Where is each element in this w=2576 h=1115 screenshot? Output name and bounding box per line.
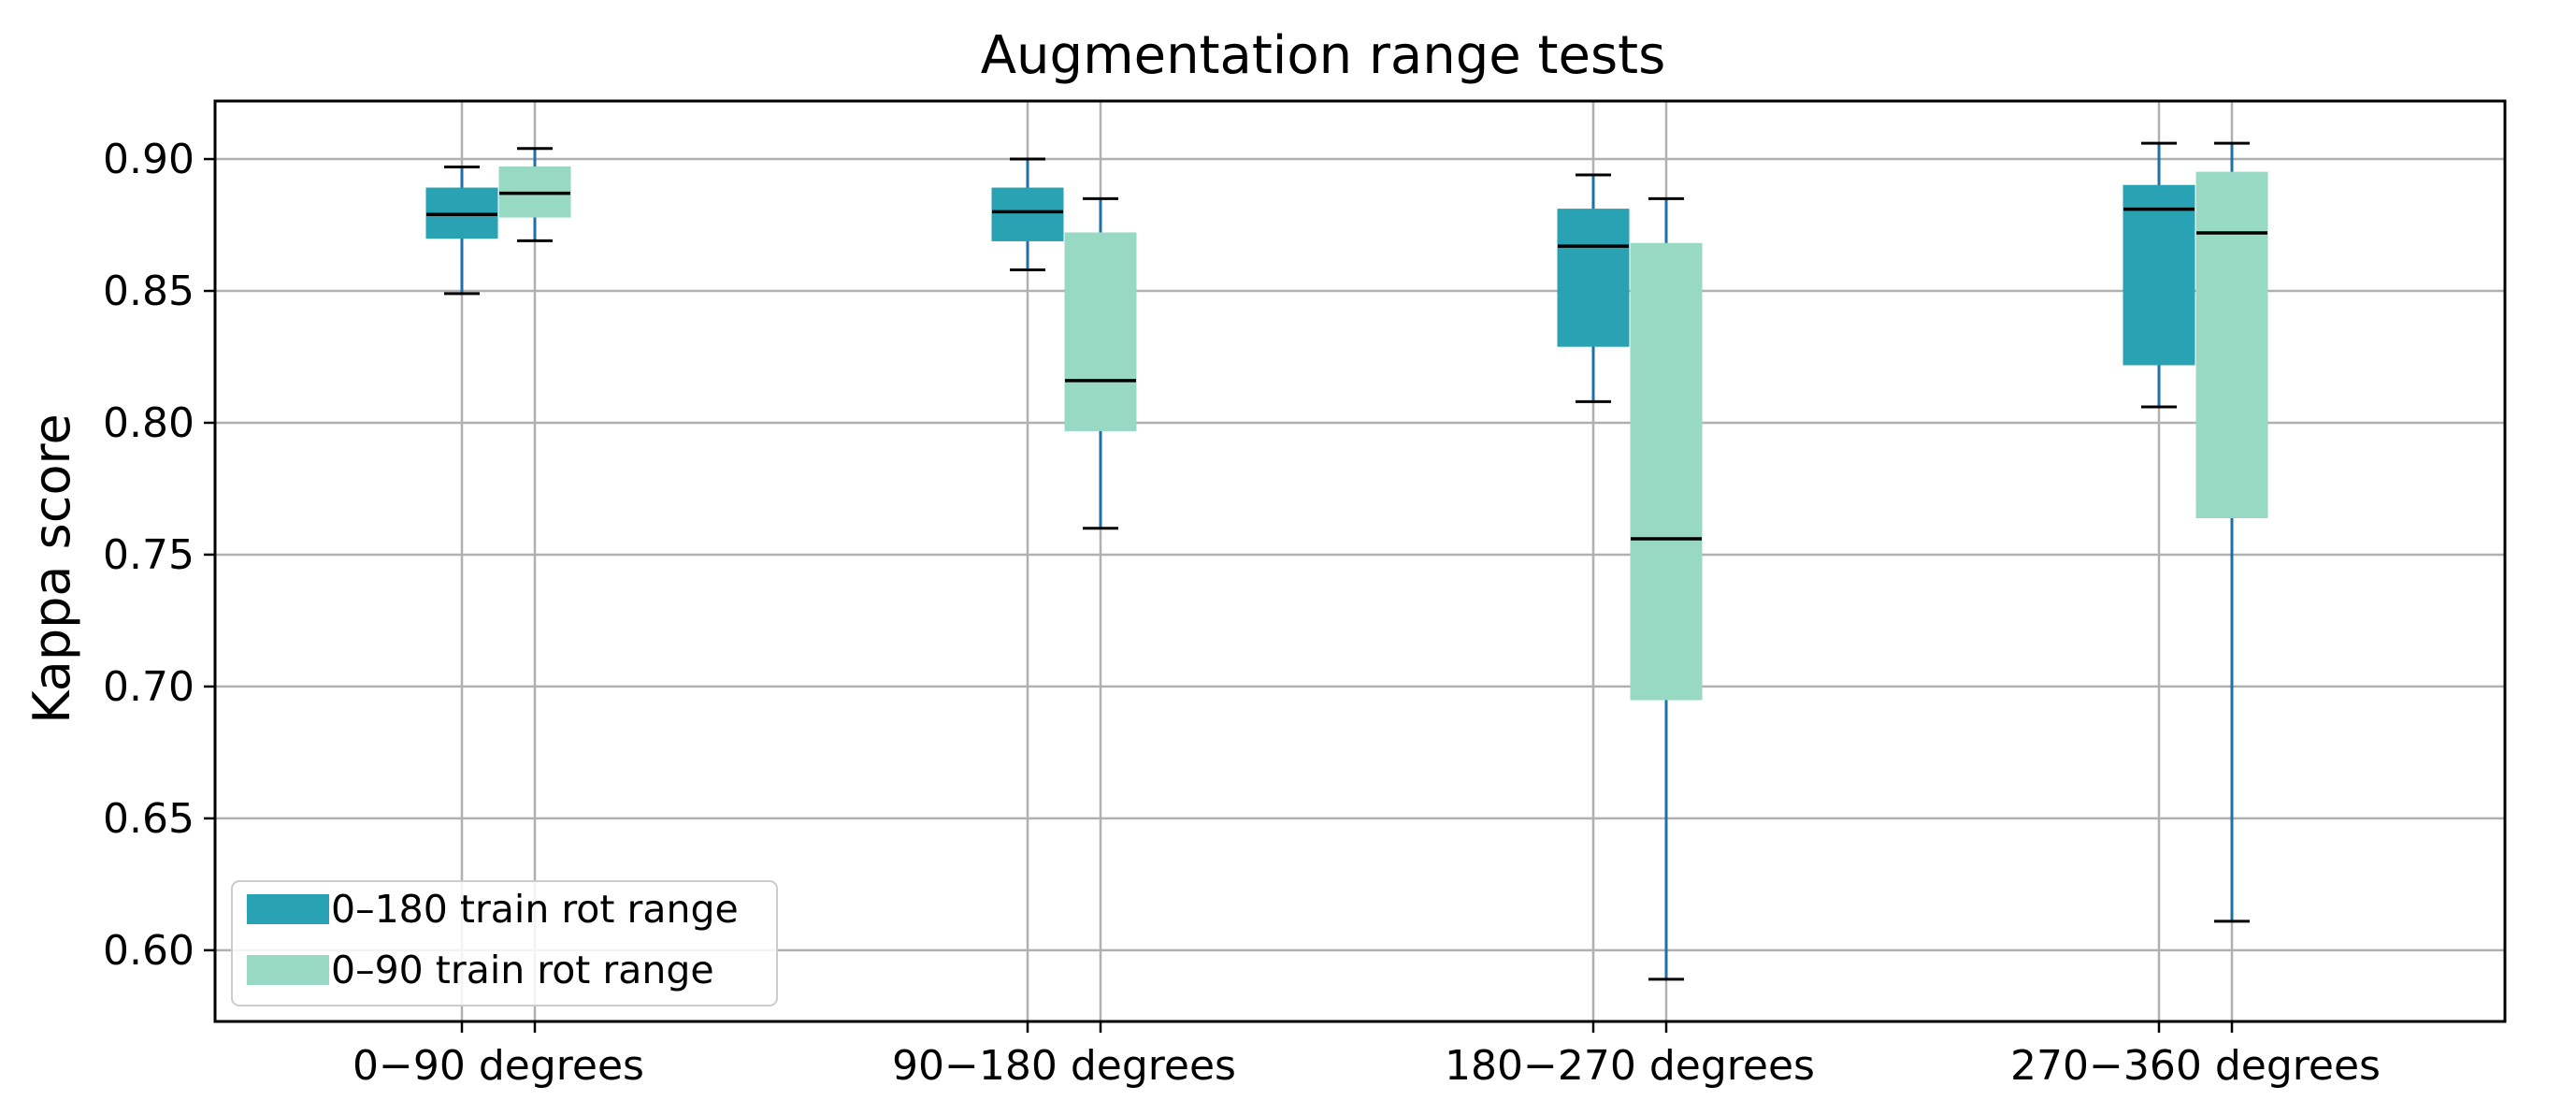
- y-axis-ticks: 0.60 0.65 0.70 0.75 0.80 0.85 0.90: [103, 136, 215, 975]
- x-tick-label: 180−270 degrees: [1445, 1042, 1815, 1090]
- y-tick-label: 0.65: [103, 795, 194, 843]
- legend-swatch-0-180: [247, 894, 329, 924]
- legend-frame: [231, 880, 778, 1006]
- box-iqr: [1630, 242, 1703, 701]
- box-1-2: [1630, 196, 1703, 981]
- y-tick-label: 0.60: [103, 927, 194, 975]
- box-1-1: [1064, 196, 1137, 530]
- legend: 0–180 train rot range 0–90 train rot ran…: [231, 880, 778, 1006]
- boxes: [425, 141, 2268, 981]
- chart-title: Augmentation range tests: [981, 25, 1666, 86]
- y-tick-label: 0.80: [103, 399, 194, 447]
- legend-swatch-0-90: [247, 955, 329, 985]
- box-1-0: [498, 147, 571, 242]
- y-axis-title: Kappa score: [22, 413, 81, 723]
- plot-area-frame: [213, 99, 2507, 1023]
- box-iqr: [2123, 184, 2195, 366]
- box-0-3: [2123, 141, 2195, 409]
- x-axis-ticks: 0−90 degrees 90−180 degrees 180−270 degree…: [353, 1021, 2381, 1090]
- box-iqr: [2195, 171, 2268, 518]
- box-0-2: [1557, 173, 1630, 403]
- box-iqr: [991, 187, 1064, 241]
- box-0-0: [425, 165, 498, 296]
- legend-label-0-180: 0–180 train rot range: [331, 887, 739, 932]
- box-1-3: [2195, 141, 2268, 923]
- box-0-1: [991, 157, 1064, 271]
- y-tick-label: 0.70: [103, 663, 194, 711]
- y-tick-label: 0.75: [103, 531, 194, 579]
- x-tick-label: 90−180 degrees: [892, 1042, 1236, 1090]
- x-tick-label: 0−90 degrees: [353, 1042, 644, 1090]
- y-tick-label: 0.90: [103, 136, 194, 183]
- legend-label-0-90: 0–90 train rot range: [331, 948, 714, 992]
- box-iqr: [1557, 209, 1630, 347]
- y-tick-label: 0.85: [103, 268, 194, 315]
- x-tick-label: 270−360 degrees: [2010, 1042, 2381, 1090]
- box-iqr: [1064, 232, 1137, 431]
